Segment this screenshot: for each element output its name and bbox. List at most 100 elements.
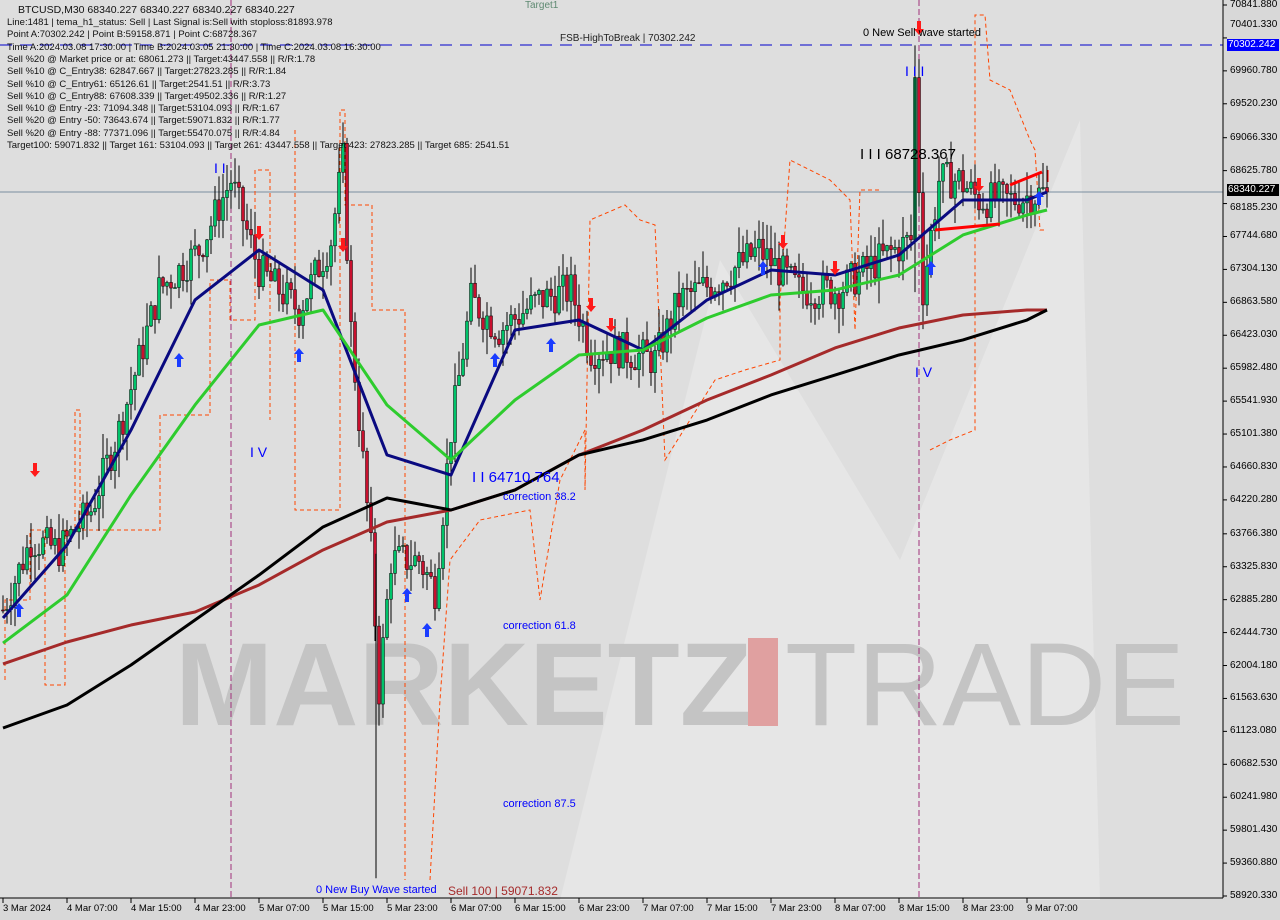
bull-candle xyxy=(213,199,217,227)
bear-candle xyxy=(421,561,425,575)
bull-candle xyxy=(105,454,109,459)
bull-candle xyxy=(17,563,21,584)
bull-candle xyxy=(225,190,229,198)
buy-arrow-icon xyxy=(294,347,304,362)
bull-candle xyxy=(637,352,641,370)
sell-arrow-icon xyxy=(914,21,924,36)
bear-candle xyxy=(249,229,253,236)
bear-candle xyxy=(677,292,681,308)
price-tick-label: 64220.280 xyxy=(1230,493,1278,505)
bear-candle xyxy=(689,288,693,292)
bull-candle xyxy=(693,282,697,292)
buy-wave-label: 0 New Buy Wave started xyxy=(316,884,437,896)
bull-candle xyxy=(389,573,393,600)
bull-candle xyxy=(329,245,333,267)
bull-candle xyxy=(701,277,705,284)
bull-candle xyxy=(845,269,849,293)
bear-candle xyxy=(1017,204,1021,214)
price-tick-label: 65101.380 xyxy=(1230,428,1278,440)
sell-arrow-icon xyxy=(830,260,840,275)
bear-candle xyxy=(241,187,245,222)
bull-candle xyxy=(841,292,845,309)
bear-candle xyxy=(433,576,437,609)
price-tick-label: 61123.080 xyxy=(1230,725,1277,737)
bear-candle xyxy=(741,252,745,263)
price-tick-label: 70841.880 xyxy=(1230,0,1278,10)
bull-candle xyxy=(89,511,93,516)
bear-candle xyxy=(281,293,285,305)
bull-candle xyxy=(597,359,601,369)
bull-candle xyxy=(229,182,233,191)
info-line: Point A:70302.242 | Point B:59158.871 | … xyxy=(7,29,258,41)
bear-candle xyxy=(353,321,357,383)
buy-arrow-icon xyxy=(174,352,184,367)
bear-candle xyxy=(573,274,577,306)
bull-candle xyxy=(313,259,317,275)
bull-candle xyxy=(97,495,101,509)
watermark-logo-shape xyxy=(560,120,1100,900)
bull-candle xyxy=(525,308,529,314)
bull-candle xyxy=(521,313,525,325)
bear-candle xyxy=(961,170,965,193)
bear-candle xyxy=(865,256,869,269)
buy-arrow-icon xyxy=(926,260,936,275)
bear-candle xyxy=(365,450,369,504)
bull-candle xyxy=(681,288,685,308)
bear-candle xyxy=(725,282,729,287)
bear-candle xyxy=(909,235,913,241)
bull-candle xyxy=(981,208,985,211)
buy-arrow-icon xyxy=(1034,190,1044,205)
sell-target-label: Sell 100 | 59071.832 xyxy=(448,884,558,898)
bull-candle xyxy=(33,555,37,558)
bull-candle xyxy=(969,181,973,189)
sell-arrow-icon xyxy=(606,317,616,332)
bull-candle xyxy=(461,358,465,376)
bull-candle xyxy=(321,271,325,277)
bear-candle xyxy=(881,243,885,252)
info-line: Sell %20 @ Entry -50: 73643.674 || Targe… xyxy=(7,115,280,127)
bear-candle xyxy=(949,162,953,199)
bear-candle xyxy=(761,238,765,260)
bull-candle xyxy=(413,555,417,566)
bear-candle xyxy=(289,282,293,290)
bull-candle xyxy=(93,508,97,513)
info-line: Sell %10 @ C_Entry61: 65126.61 || Target… xyxy=(7,78,271,90)
bull-candle xyxy=(537,290,541,295)
bull-candle xyxy=(401,545,405,547)
bull-candle xyxy=(789,266,793,268)
bear-candle xyxy=(565,274,569,302)
bear-candle xyxy=(609,353,613,364)
bull-candle xyxy=(193,245,197,250)
price-tick-label: 63766.380 xyxy=(1230,527,1278,539)
bear-candle xyxy=(601,359,605,361)
buy-arrow-icon xyxy=(758,260,768,275)
bull-candle xyxy=(25,547,29,571)
bull-candle xyxy=(381,637,385,705)
bear-candle xyxy=(697,282,701,284)
bull-candle xyxy=(569,274,573,302)
watermark-red-bar xyxy=(748,638,778,726)
time-tick-label: 6 Mar 07:00 xyxy=(451,903,502,914)
bull-candle xyxy=(137,344,141,376)
bull-candle xyxy=(613,335,617,364)
price-tick-label: 65541.930 xyxy=(1230,395,1278,407)
bear-candle xyxy=(257,259,261,288)
bull-candle xyxy=(929,230,933,267)
bull-candle xyxy=(501,330,505,345)
bear-candle xyxy=(517,319,521,325)
price-tick-label: 70401.330 xyxy=(1230,18,1278,30)
bear-candle xyxy=(513,314,517,320)
price-tick-label: 60682.530 xyxy=(1230,758,1278,770)
bear-candle xyxy=(197,245,201,256)
bear-candle xyxy=(349,260,353,322)
bear-candle xyxy=(633,367,637,370)
bull-candle xyxy=(641,339,645,354)
price-tick-label: 67744.680 xyxy=(1230,230,1278,242)
bear-candle xyxy=(377,625,381,705)
bull-candle xyxy=(53,538,57,546)
bear-candle xyxy=(141,344,145,360)
bear-candle xyxy=(1,609,5,612)
bull-candle xyxy=(1021,202,1025,214)
price-tick-label: 59360.880 xyxy=(1230,857,1278,869)
